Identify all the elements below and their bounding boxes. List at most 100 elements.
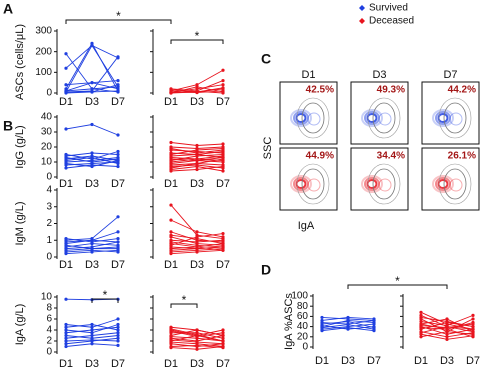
point bbox=[445, 335, 449, 339]
significance-label: * bbox=[116, 9, 121, 23]
point bbox=[116, 328, 120, 332]
point bbox=[64, 66, 68, 70]
point bbox=[64, 297, 68, 301]
point bbox=[419, 317, 423, 321]
point bbox=[90, 328, 94, 332]
significance-bracket bbox=[170, 39, 224, 44]
point bbox=[64, 344, 68, 349]
point bbox=[221, 79, 225, 83]
point bbox=[64, 252, 68, 256]
y-tick-label: 2 bbox=[46, 218, 52, 229]
gate bbox=[296, 163, 330, 205]
point bbox=[195, 236, 199, 241]
x-tick-label: D1 bbox=[59, 178, 73, 190]
cell-cluster bbox=[364, 111, 380, 125]
point bbox=[471, 317, 475, 321]
point bbox=[195, 85, 199, 89]
point bbox=[64, 127, 68, 131]
point bbox=[64, 331, 68, 335]
point bbox=[419, 332, 423, 336]
point bbox=[116, 317, 120, 321]
panel-label: D bbox=[261, 262, 271, 278]
point bbox=[116, 236, 120, 241]
point bbox=[445, 325, 449, 329]
point bbox=[221, 148, 225, 152]
gate bbox=[443, 102, 467, 134]
point bbox=[116, 215, 120, 219]
y-tick-label: 10 bbox=[41, 292, 53, 303]
x-tick-label: D3 bbox=[190, 178, 204, 190]
point bbox=[64, 336, 68, 340]
y-axis-label: ASCs (cells/μL) bbox=[14, 24, 26, 100]
legend-label: Deceased bbox=[369, 16, 414, 27]
point bbox=[221, 339, 225, 343]
column-label: D1 bbox=[301, 69, 315, 81]
legend-marker bbox=[359, 5, 365, 11]
point bbox=[90, 247, 94, 251]
point bbox=[195, 158, 199, 163]
point bbox=[221, 248, 225, 252]
point bbox=[221, 231, 225, 236]
point bbox=[471, 320, 475, 325]
subject-line bbox=[65, 53, 119, 93]
point bbox=[221, 164, 225, 169]
point bbox=[90, 87, 94, 91]
point bbox=[169, 230, 173, 234]
point bbox=[64, 83, 68, 87]
point bbox=[116, 158, 120, 163]
y-tick-label: 0 bbox=[46, 347, 52, 358]
significance-bracket bbox=[347, 284, 448, 289]
point bbox=[221, 328, 225, 332]
gate bbox=[301, 168, 325, 200]
point bbox=[64, 342, 68, 346]
cell-cluster bbox=[378, 112, 392, 126]
point bbox=[169, 169, 173, 173]
cell-cluster bbox=[432, 175, 454, 193]
x-tick-label: D7 bbox=[216, 259, 230, 271]
point bbox=[195, 335, 199, 339]
point bbox=[64, 333, 68, 338]
gate bbox=[367, 163, 401, 205]
point bbox=[90, 151, 94, 155]
point bbox=[471, 325, 475, 329]
x-tick-label: D7 bbox=[216, 96, 230, 108]
point bbox=[169, 158, 173, 163]
point bbox=[116, 322, 120, 327]
point bbox=[90, 160, 94, 164]
gate bbox=[438, 163, 472, 205]
y-tick-label: 4 bbox=[46, 325, 52, 336]
gate bbox=[367, 97, 401, 139]
point bbox=[64, 325, 68, 329]
significance-label: * bbox=[395, 274, 400, 288]
point bbox=[221, 336, 225, 340]
point bbox=[64, 91, 68, 95]
point bbox=[169, 203, 173, 207]
point bbox=[195, 230, 199, 234]
point bbox=[419, 322, 423, 326]
point bbox=[195, 328, 199, 332]
point bbox=[195, 161, 199, 166]
y-tick-label: 0 bbox=[302, 342, 308, 353]
gate bbox=[296, 97, 330, 139]
point bbox=[320, 315, 324, 320]
panel-label: A bbox=[3, 1, 13, 17]
y-tick-label: 3 bbox=[46, 201, 52, 212]
point bbox=[419, 310, 423, 314]
point bbox=[445, 320, 449, 325]
y-tick-label: 2 bbox=[46, 336, 52, 347]
point bbox=[116, 89, 120, 93]
point bbox=[471, 330, 475, 334]
point bbox=[64, 161, 68, 166]
point bbox=[346, 327, 350, 331]
point bbox=[195, 151, 199, 155]
gate bbox=[438, 97, 472, 139]
point bbox=[445, 337, 449, 341]
y-tick-label: 100 bbox=[35, 67, 52, 78]
point bbox=[116, 325, 120, 329]
gate-percent: 34.4% bbox=[377, 151, 405, 162]
point bbox=[90, 333, 94, 338]
point bbox=[169, 233, 173, 237]
flow-plot bbox=[350, 147, 409, 211]
point bbox=[116, 83, 120, 87]
